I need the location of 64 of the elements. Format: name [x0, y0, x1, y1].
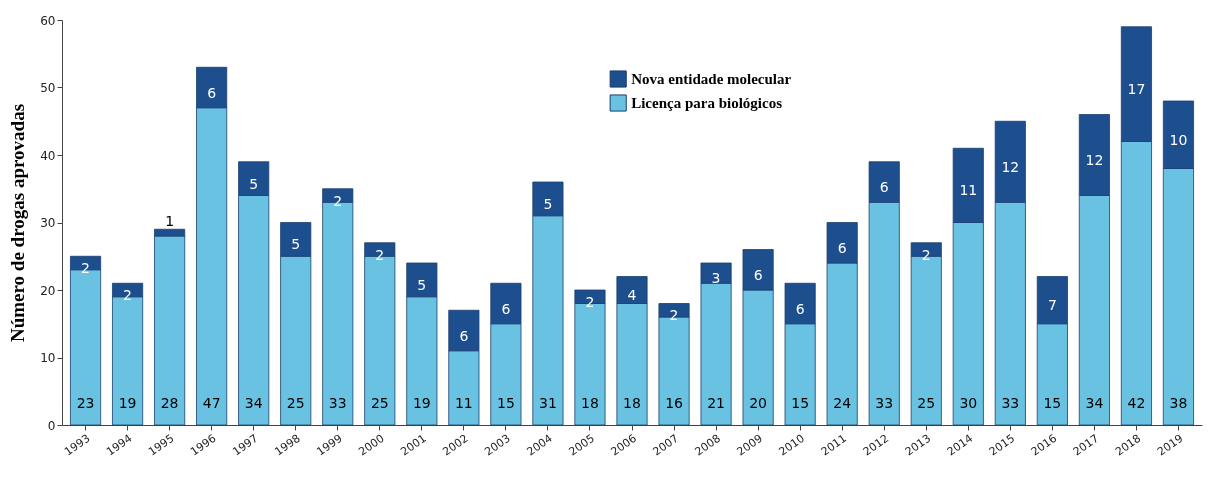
data-label: 3: [711, 270, 721, 287]
data-label: 7: [1047, 297, 1057, 314]
data-label: 5: [291, 236, 301, 253]
y-tick-label: 50: [40, 81, 56, 95]
data-label: 6: [753, 266, 763, 283]
data-label: 2: [123, 287, 133, 304]
data-label: 2: [921, 246, 931, 263]
data-label: 25: [917, 395, 936, 412]
data-label: 11: [959, 182, 978, 199]
data-label: 15: [1043, 395, 1062, 412]
data-label: 18: [581, 395, 599, 412]
data-label: 34: [1085, 395, 1104, 412]
data-label: 34: [244, 395, 263, 412]
data-label: 16: [665, 395, 684, 412]
data-label: 6: [837, 239, 847, 256]
data-label: 2: [669, 307, 679, 324]
data-label: 15: [791, 395, 810, 412]
data-label: 6: [459, 327, 469, 344]
data-label: 17: [1127, 81, 1146, 98]
legend-label: Licença para biológicos: [631, 95, 783, 111]
data-label: 18: [623, 395, 641, 412]
data-label: 5: [249, 175, 259, 192]
data-label: 20: [749, 395, 768, 412]
data-label: 11: [454, 395, 473, 412]
data-label: 12: [1085, 152, 1104, 169]
data-label: 6: [879, 179, 889, 196]
data-label: 2: [333, 192, 343, 209]
data-label: 25: [286, 395, 305, 412]
y-tick-label: 0: [47, 418, 56, 433]
data-label: 12: [1001, 158, 1020, 175]
y-tick-label: 10: [40, 351, 56, 365]
y-tick-label: 20: [40, 283, 56, 298]
y-tick-label: 40: [40, 148, 56, 163]
data-label: 21: [707, 395, 725, 412]
data-label: 5: [543, 195, 553, 212]
data-label: 5: [417, 276, 427, 293]
y-tick-label: 60: [40, 13, 56, 28]
data-label: 2: [375, 246, 385, 263]
data-label: 33: [875, 395, 894, 412]
data-label: 42: [1127, 395, 1146, 412]
data-label: 1: [165, 212, 175, 229]
y-axis-title: Número de drogas aprovadas: [7, 103, 29, 343]
y-tick-label: 30: [40, 216, 56, 230]
data-label: 4: [627, 287, 637, 304]
data-label: 6: [207, 84, 217, 101]
data-label: 23: [76, 395, 95, 412]
data-label: 2: [81, 260, 90, 277]
data-label: 33: [328, 395, 347, 412]
data-label: 31: [539, 395, 557, 412]
data-label: 28: [160, 395, 179, 412]
data-label: 47: [202, 395, 221, 412]
data-label: 33: [1001, 395, 1020, 412]
data-label: 25: [370, 395, 389, 412]
data-label: 19: [118, 395, 137, 412]
data-label: 19: [412, 395, 431, 412]
data-label: 30: [959, 395, 978, 412]
data-label: 10: [1169, 131, 1188, 148]
data-label: 2: [585, 293, 595, 310]
legend-label: Nova entidade molecular: [631, 71, 792, 87]
data-label: 6: [501, 300, 511, 317]
data-label: 6: [795, 300, 805, 317]
data-label: 38: [1169, 395, 1188, 412]
data-label: 24: [833, 395, 852, 412]
data-label: 15: [496, 395, 515, 412]
